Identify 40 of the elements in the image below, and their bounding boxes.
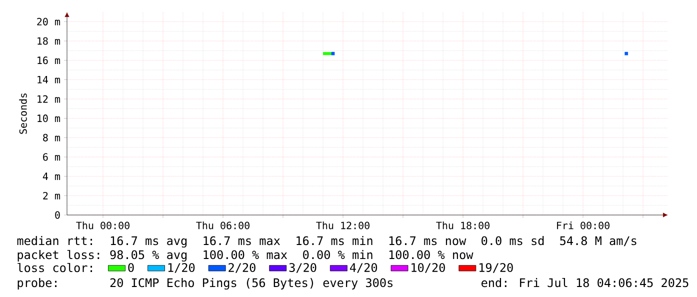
y-tick-label: 14 m: [38, 76, 60, 84]
y-tick-label: 8 m: [43, 134, 60, 142]
legend-label: 19/20: [480, 263, 513, 273]
text: 54.8 M am/s: [560, 236, 636, 246]
text: median rtt:: [17, 236, 92, 246]
text: 100.00 % max: [204, 250, 288, 260]
x-tick-label: Thu 18:00: [436, 222, 490, 230]
text: 16.7 ms max: [204, 236, 280, 246]
y-tick-label: 4 m: [42, 172, 60, 180]
text: end: Fri Jul 18 04:06:45 2025: [482, 278, 688, 288]
text: 16.7 ms min: [296, 236, 372, 246]
y-tick-label: 16 m: [38, 56, 60, 64]
text: 0.00 % min: [303, 250, 372, 260]
legend-title: loss color:: [18, 262, 92, 272]
legend-label: 2/20: [228, 263, 256, 273]
x-tick-label: Thu 06:00: [196, 222, 250, 230]
text: 16.7 ms now: [389, 236, 466, 246]
y-tick-label: 0: [55, 211, 60, 219]
x-tick-label: Thu 00:00: [76, 222, 130, 230]
text: 100.00 % now: [389, 250, 474, 260]
legend-label: 0: [128, 263, 134, 272]
legend-label: 1/20: [168, 263, 195, 273]
text: 98.05 % avg: [110, 250, 187, 262]
text: 16.7 ms avg: [110, 236, 187, 248]
x-tick-label: Thu 12:00: [316, 222, 370, 230]
x-tick-label: Fri 00:00: [557, 222, 610, 230]
y-tick-label: 2 m: [43, 192, 60, 200]
y-tick-label: 6 m: [43, 153, 60, 161]
y-axis-title: Seconds: [19, 93, 27, 134]
legend-label: 3/20: [289, 263, 316, 273]
text: 20 ICMP Echo Pings (56 Bytes) every 300s: [110, 278, 392, 290]
text: 0.0 ms sd: [482, 236, 544, 246]
y-tick-label: 12 m: [38, 95, 60, 103]
y-tick-label: 20 m: [37, 18, 60, 26]
legend-label: 4/20: [350, 263, 378, 273]
text: packet loss:: [18, 250, 100, 262]
text: probe:: [18, 278, 56, 290]
y-tick-label: 10 m: [38, 114, 60, 122]
legend-label: 10/20: [412, 263, 445, 273]
y-tick-label: 18 m: [38, 37, 60, 45]
